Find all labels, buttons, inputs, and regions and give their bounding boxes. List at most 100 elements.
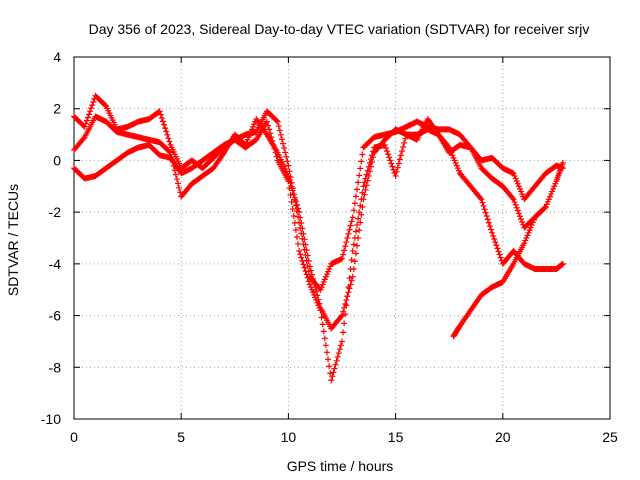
data-point [497,254,504,261]
data-point [559,165,566,172]
data-point [318,314,325,321]
data-point [292,226,299,233]
data-point [304,274,311,281]
data-point [284,158,291,165]
data-point [308,271,315,278]
data-point [384,148,391,155]
data-point [389,163,396,170]
data-point [397,152,404,159]
data-point [317,307,324,314]
data-point [282,149,289,156]
data-point [348,218,355,225]
data-point [359,151,366,158]
data-point [357,219,364,226]
data-point [349,214,356,221]
data-point [328,377,335,384]
data-point [299,258,306,265]
data-point [332,361,339,368]
data-point [355,179,362,186]
data-point [494,245,501,252]
data-point [340,251,347,258]
y-tick-label: 2 [53,101,61,117]
data-point [321,335,328,342]
data-point [401,139,408,146]
data-point [335,350,342,357]
data-point [320,328,327,335]
data-point [360,183,367,190]
data-point [158,115,165,122]
data-point [490,232,497,239]
data-point [166,138,173,145]
data-point [479,199,486,206]
data-point [541,205,548,212]
data-point [266,126,273,133]
data-point [481,206,488,213]
data-point [355,215,362,222]
data-point [293,233,300,240]
data-point [396,156,403,163]
data-point [363,171,370,178]
data-point [278,136,285,143]
data-point [344,293,351,300]
data-point [496,251,503,258]
data-point [381,141,388,148]
data-point [346,226,353,233]
x-tick-label: 10 [281,429,297,445]
data-point [346,275,353,282]
data-point [83,117,90,124]
data-point [326,363,333,370]
data-point [339,255,345,262]
data-point [369,152,376,159]
data-point [268,134,275,141]
data-point [265,122,272,129]
data-point [395,160,402,167]
series-track-4 [450,203,549,340]
data-point [292,198,299,205]
data-point [486,223,493,230]
data-point [167,149,174,156]
y-tick-label: 4 [53,49,61,65]
data-point [489,229,496,236]
data-point [559,160,566,167]
data-point [510,196,517,203]
data-point [343,239,350,246]
data-point [351,235,358,241]
data-point [305,278,312,285]
data-point [163,128,170,135]
data-point [358,158,365,165]
data-point [386,154,393,161]
data-point [300,230,307,237]
data-point [342,311,349,318]
data-point [276,127,283,134]
data-point [488,226,495,233]
data-point [515,210,522,217]
data-point [345,230,352,237]
data-point [273,117,280,124]
data-point [286,185,293,192]
data-point [285,178,292,185]
data-point [156,108,163,115]
data-point [491,236,498,243]
data-point [274,118,281,125]
data-point [80,135,87,142]
data-point [303,271,310,278]
data-point [480,202,487,209]
data-point [402,135,409,142]
data-point [287,192,294,199]
x-tick-label: 0 [70,429,78,445]
data-point [87,108,94,115]
tick-labels: 0 5 10 15 20 25 -10 -8 -6 -4 -2 0 2 4 [41,49,618,445]
plot-frame [73,56,611,420]
x-axis-label: GPS time / hours [287,458,394,474]
data-point [354,186,361,193]
x-tick-label: 25 [602,429,618,445]
data-point [347,222,354,229]
data-point [325,356,332,363]
x-tick-label: 15 [388,429,404,445]
data-point [400,143,407,150]
data-point [352,250,359,257]
data-point [310,275,317,282]
data-point [392,172,399,179]
chart-title: Day 356 of 2023, Sidereal Day-to-day VTE… [89,21,590,37]
